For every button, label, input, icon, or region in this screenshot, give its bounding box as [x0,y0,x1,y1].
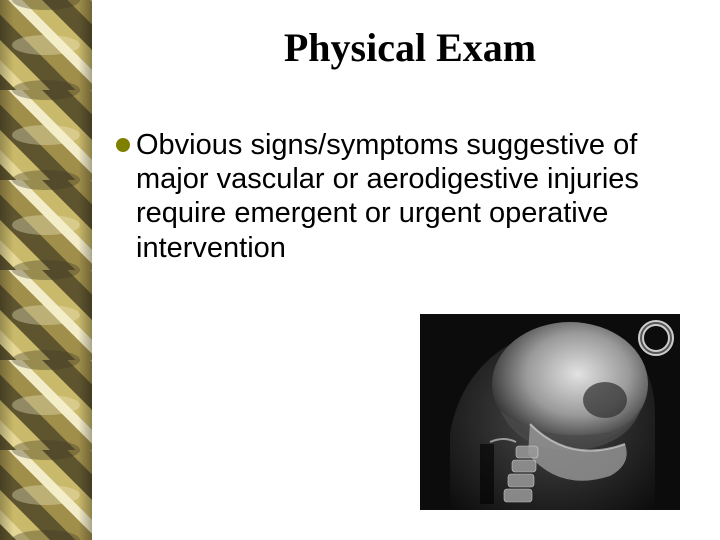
slide: Physical Exam Obvious signs/symptoms sug… [0,0,720,540]
bullet-item: Obvious signs/symptoms suggestive of maj… [116,128,684,265]
xray-svg [420,314,680,510]
ribbon-pattern [0,0,92,540]
xray-image [420,314,680,510]
decorative-ribbon [0,0,92,540]
bullet-marker-icon [116,138,130,152]
bullet-list: Obvious signs/symptoms suggestive of maj… [116,128,684,265]
slide-title: Physical Exam [120,24,700,71]
bullet-text: Obvious signs/symptoms suggestive of maj… [136,128,684,265]
